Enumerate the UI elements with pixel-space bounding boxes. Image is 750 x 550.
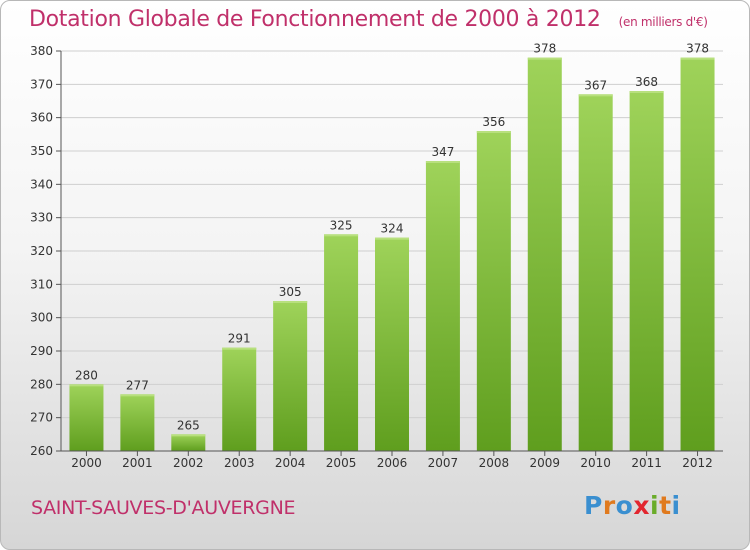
bar-2000 <box>69 384 104 451</box>
y-tick-label: 290 <box>30 344 53 358</box>
x-tick-label-2008: 2008 <box>479 456 510 470</box>
x-tick-label-2003: 2003 <box>224 456 255 470</box>
data-label-2001: 277 <box>126 378 149 392</box>
x-tick-label-2004: 2004 <box>275 456 306 470</box>
x-tick-label-2010: 2010 <box>580 456 611 470</box>
bar-highlight <box>273 301 308 303</box>
logo-letter: x <box>633 491 650 520</box>
bar-highlight <box>527 57 562 60</box>
logo-letter: P <box>584 491 603 520</box>
data-label-2008: 356 <box>482 115 505 129</box>
x-tick-label-2007: 2007 <box>428 456 459 470</box>
title-text: Dotation Globale de Fonctionnement de 20… <box>29 7 601 32</box>
x-tick-label-2009: 2009 <box>529 456 560 470</box>
x-tick-label-2000: 2000 <box>71 456 102 470</box>
bar-2008 <box>476 131 511 451</box>
x-tick-label-2011: 2011 <box>631 456 662 470</box>
data-label-2004: 305 <box>279 285 302 299</box>
data-label-2009: 378 <box>533 42 556 56</box>
y-tick-label: 360 <box>30 111 53 125</box>
bar-highlight <box>171 434 206 437</box>
data-label-2011: 368 <box>635 75 658 89</box>
bar-2011 <box>629 91 664 451</box>
data-label-2007: 347 <box>431 145 454 159</box>
x-tick-label-2005: 2005 <box>326 456 357 470</box>
bar-2010 <box>578 94 613 451</box>
bar-2005 <box>324 234 359 451</box>
y-tick-label: 320 <box>30 244 53 258</box>
data-label-2003: 291 <box>228 332 251 346</box>
data-label-2010: 367 <box>584 78 607 92</box>
y-tick-label: 350 <box>30 144 53 158</box>
bars <box>69 57 715 452</box>
bar-2004 <box>273 301 308 451</box>
logo-letter: t <box>659 491 672 520</box>
axes <box>56 50 723 456</box>
labels: 260 270 280 290 300 310 320 330 340 350 360 370 380 2… <box>30 42 713 470</box>
bar-highlight <box>680 57 715 60</box>
y-tick-label: 280 <box>30 377 53 391</box>
y-tick-label: 340 <box>30 177 53 191</box>
y-tick-label: 270 <box>30 411 53 425</box>
bar-2003 <box>222 347 257 451</box>
y-tick-label: 260 <box>30 444 53 458</box>
bar-highlight <box>120 394 155 397</box>
bar-highlight <box>425 161 460 163</box>
commune-name: SAINT-SAUVES-D'AUVERGNE <box>31 497 296 519</box>
bar-highlight <box>578 94 613 97</box>
data-label-2002: 265 <box>177 418 200 432</box>
bar-2007 <box>425 161 460 451</box>
x-tick-label-2001: 2001 <box>122 456 153 470</box>
bar-highlight <box>324 234 359 237</box>
y-tick-label: 300 <box>30 311 53 325</box>
data-label-2000: 280 <box>75 368 98 382</box>
x-tick-label-2002: 2002 <box>173 456 204 470</box>
bar-2009 <box>527 57 562 452</box>
bar-highlight <box>375 237 409 240</box>
bar-2002 <box>171 434 206 451</box>
logo-letter: i <box>671 491 681 520</box>
logo-letter: r <box>602 491 616 520</box>
data-label-2012: 378 <box>686 42 709 56</box>
bar-highlight <box>69 384 104 387</box>
bar-2006 <box>375 237 409 451</box>
data-label-2005: 325 <box>330 218 353 232</box>
y-tick-label: 310 <box>30 277 53 291</box>
bar-2001 <box>120 394 155 451</box>
logo-letter: o <box>615 491 634 520</box>
bar-highlight <box>629 91 664 93</box>
bar-highlight <box>222 347 257 350</box>
y-tick-label: 370 <box>30 77 53 91</box>
x-tick-label-2012: 2012 <box>682 456 713 470</box>
chart-subtitle: (en milliers d'€) <box>618 15 708 29</box>
y-tick-label: 380 <box>30 44 53 58</box>
proxiti-logo[interactable]: Proxiti <box>584 491 681 520</box>
x-tick-label-2006: 2006 <box>377 456 408 470</box>
bar-2012 <box>680 57 715 452</box>
bar-highlight <box>476 131 511 133</box>
data-label-2006: 324 <box>381 222 404 236</box>
chart-title: Dotation Globale de Fonctionnement de 20… <box>29 7 708 32</box>
logo-letter: i <box>650 491 660 520</box>
y-tick-label: 330 <box>30 211 53 225</box>
